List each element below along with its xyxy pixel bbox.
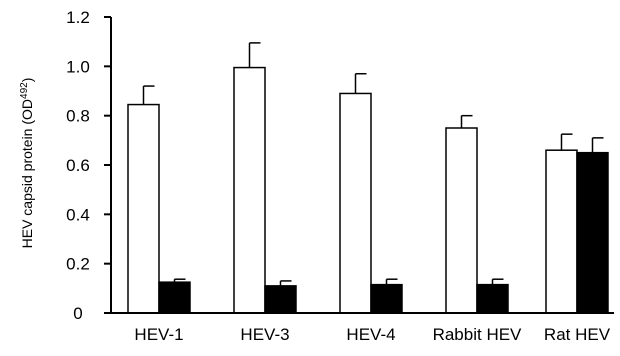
bar [445,127,478,314]
y-axis-ticks: 0 0.2 0.4 0.6 0.8 1.0 1.2 [66,8,111,323]
y-tick-label: 0.6 [66,156,90,175]
bar [127,103,160,314]
x-category-label: HEV-3 [240,325,289,344]
bar [158,281,191,314]
x-category-label: HEV-4 [346,325,395,344]
bar [545,149,578,314]
bar [233,66,266,314]
y-tick-label: 1.0 [66,57,90,76]
x-category-label: Rabbit HEV [433,325,522,344]
y-tick-label: 0.4 [66,205,90,224]
y-tick-label: 1.2 [66,8,90,27]
bar [476,283,509,314]
bar [370,283,403,314]
y-tick-label: 0 [73,304,82,323]
y-tick-label: 0.2 [66,255,90,274]
x-category-label: HEV-1 [134,325,183,344]
bar [264,285,297,314]
bar [576,151,609,314]
y-tick-label: 0.8 [66,107,90,126]
x-category-label: Rat HEV [544,325,611,344]
bars [127,42,609,314]
y-axis-label: HEV capsid protein (OD492) [19,78,35,249]
x-axis-labels: HEV-1 HEV-3 HEV-4 Rabbit HEV Rat HEV [134,325,610,344]
bar [339,92,372,314]
